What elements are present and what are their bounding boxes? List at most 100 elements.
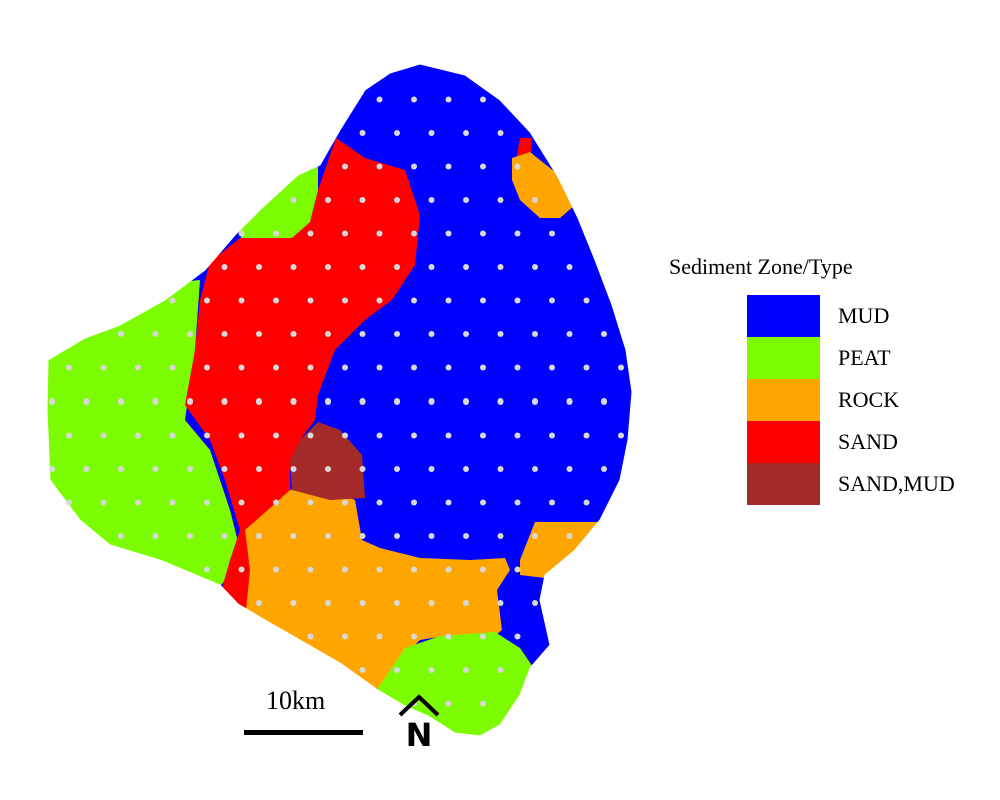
sample-point	[100, 432, 107, 439]
sample-point	[307, 364, 314, 371]
sample-point	[118, 399, 124, 405]
sample-point	[256, 533, 262, 539]
zone-sand	[185, 138, 420, 610]
sample-point	[394, 466, 400, 472]
sample-point	[135, 432, 141, 439]
sample-point	[514, 566, 521, 573]
sample-point	[532, 264, 538, 270]
sample-point	[497, 331, 504, 337]
scale-bar	[244, 730, 363, 735]
sample-point	[290, 466, 297, 472]
sample-point	[325, 264, 331, 270]
legend-label-sand: SAND	[838, 429, 898, 454]
sample-point	[445, 700, 452, 707]
north-arrow-icon	[398, 694, 440, 717]
sample-point	[359, 600, 366, 606]
sample-point	[411, 432, 417, 439]
sample-point	[549, 230, 555, 237]
sample-point	[566, 264, 573, 270]
sample-point	[204, 364, 210, 371]
zone-rock-east	[520, 522, 600, 578]
sample-point	[463, 667, 469, 673]
sample-point	[549, 499, 555, 506]
sample-point	[618, 364, 624, 371]
sample-point	[480, 163, 486, 170]
sample-point	[325, 197, 331, 203]
legend-label-mud: MUD	[838, 303, 890, 328]
sample-point	[359, 466, 366, 472]
sample-point	[221, 533, 228, 539]
sample-point	[480, 297, 486, 304]
sample-point	[445, 163, 452, 170]
sample-point	[66, 364, 72, 371]
sample-point	[325, 533, 331, 539]
sample-point	[376, 96, 383, 103]
sample-point	[342, 432, 348, 439]
sample-point	[411, 633, 417, 640]
sample-point	[290, 533, 297, 539]
scale-bar-label: 10km	[266, 686, 326, 715]
sample-point	[514, 499, 521, 506]
sample-point	[583, 297, 590, 304]
sample-point	[532, 399, 538, 405]
sample-point	[152, 533, 159, 539]
sample-point	[342, 633, 348, 640]
sample-point	[480, 96, 486, 103]
sample-point	[514, 364, 521, 371]
sample-point	[256, 399, 262, 405]
sample-point	[273, 432, 279, 439]
sample-point	[428, 399, 435, 405]
sample-point	[238, 566, 245, 573]
sample-point	[221, 264, 228, 270]
sample-point	[583, 499, 590, 506]
sample-point	[411, 297, 417, 304]
sample-point	[480, 230, 486, 237]
sample-point	[549, 364, 555, 371]
sample-point	[342, 499, 348, 506]
sample-point	[514, 297, 521, 304]
sample-point	[187, 399, 193, 405]
sample-point	[342, 230, 348, 237]
sample-point	[394, 533, 400, 539]
sample-point	[394, 600, 400, 606]
sample-point	[532, 600, 538, 606]
sample-point	[445, 297, 452, 304]
sample-point	[49, 399, 55, 405]
north-arrow-label: N	[406, 716, 433, 754]
sample-point	[428, 600, 435, 606]
sample-point	[238, 297, 245, 304]
sample-point	[514, 633, 521, 640]
sample-point	[566, 399, 573, 405]
sample-point	[514, 230, 521, 237]
sample-point	[273, 364, 279, 371]
sample-point	[273, 499, 279, 506]
sample-point	[359, 331, 366, 337]
legend-title: Sediment Zone/Type	[669, 254, 853, 279]
sample-point	[169, 364, 176, 371]
sample-point	[497, 197, 504, 203]
sample-point	[152, 466, 159, 472]
zone-sand-mud	[290, 422, 365, 500]
sample-point	[376, 364, 383, 371]
legend-swatch-sand	[747, 421, 820, 463]
sample-point	[359, 197, 366, 203]
sample-point	[290, 331, 297, 337]
sample-point	[187, 466, 193, 472]
sample-point	[566, 466, 573, 472]
sample-point	[411, 364, 417, 371]
sample-point	[411, 96, 417, 103]
legend-swatch-peat	[747, 337, 820, 379]
sample-point	[583, 432, 590, 439]
sample-point	[307, 297, 314, 304]
sample-point	[118, 331, 124, 337]
sample-point	[480, 700, 486, 707]
sample-point	[359, 399, 366, 405]
sample-point	[428, 533, 435, 539]
sample-point	[49, 466, 55, 472]
sample-point	[532, 197, 538, 203]
sample-point	[325, 331, 331, 337]
sample-point	[583, 364, 590, 371]
sample-point	[238, 432, 245, 439]
legend-swatch-mud	[747, 295, 820, 337]
sample-point	[497, 533, 504, 539]
